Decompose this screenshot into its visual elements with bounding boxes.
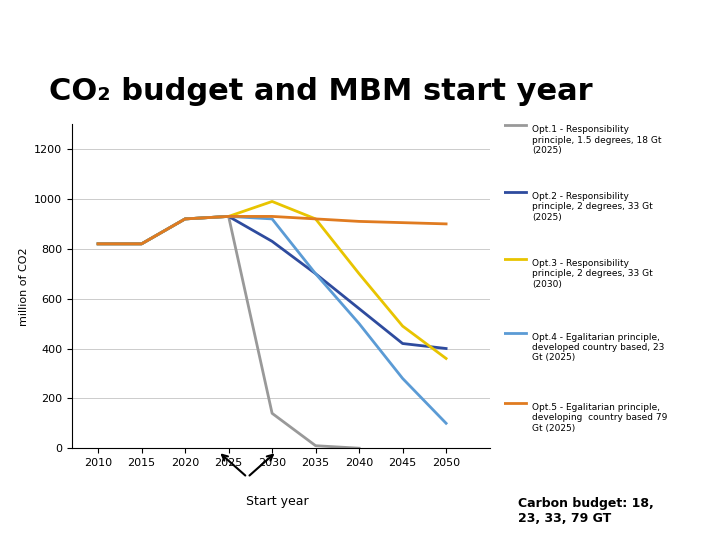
Text: Opt.1 - Responsibility
principle, 1.5 degrees, 18 Gt
(2025): Opt.1 - Responsibility principle, 1.5 de… (532, 125, 662, 155)
Y-axis label: million of CO2: million of CO2 (19, 247, 29, 326)
Text: Opt.3 - Responsibility
principle, 2 degrees, 33 Gt
(2030): Opt.3 - Responsibility principle, 2 degr… (532, 259, 653, 289)
Text: Carbon budget: 18,
23, 33, 79 GT: Carbon budget: 18, 23, 33, 79 GT (518, 497, 654, 525)
Text: Start year: Start year (246, 495, 308, 508)
Text: Opt.2 - Responsibility
principle, 2 degrees, 33 Gt
(2025): Opt.2 - Responsibility principle, 2 degr… (532, 192, 653, 222)
Text: ⌂UCL: ⌂UCL (617, 18, 706, 47)
Text: Opt.4 - Egalitarian principle,
developed country based, 23
Gt (2025): Opt.4 - Egalitarian principle, developed… (532, 333, 665, 362)
Text: Opt.5 - Egalitarian principle,
developing  country based 79
Gt (2025): Opt.5 - Egalitarian principle, developin… (532, 403, 667, 433)
Text: CO₂ budget and MBM start year: CO₂ budget and MBM start year (49, 77, 593, 106)
Text: UCL Energy Institute: UCL Energy Institute (14, 16, 143, 29)
